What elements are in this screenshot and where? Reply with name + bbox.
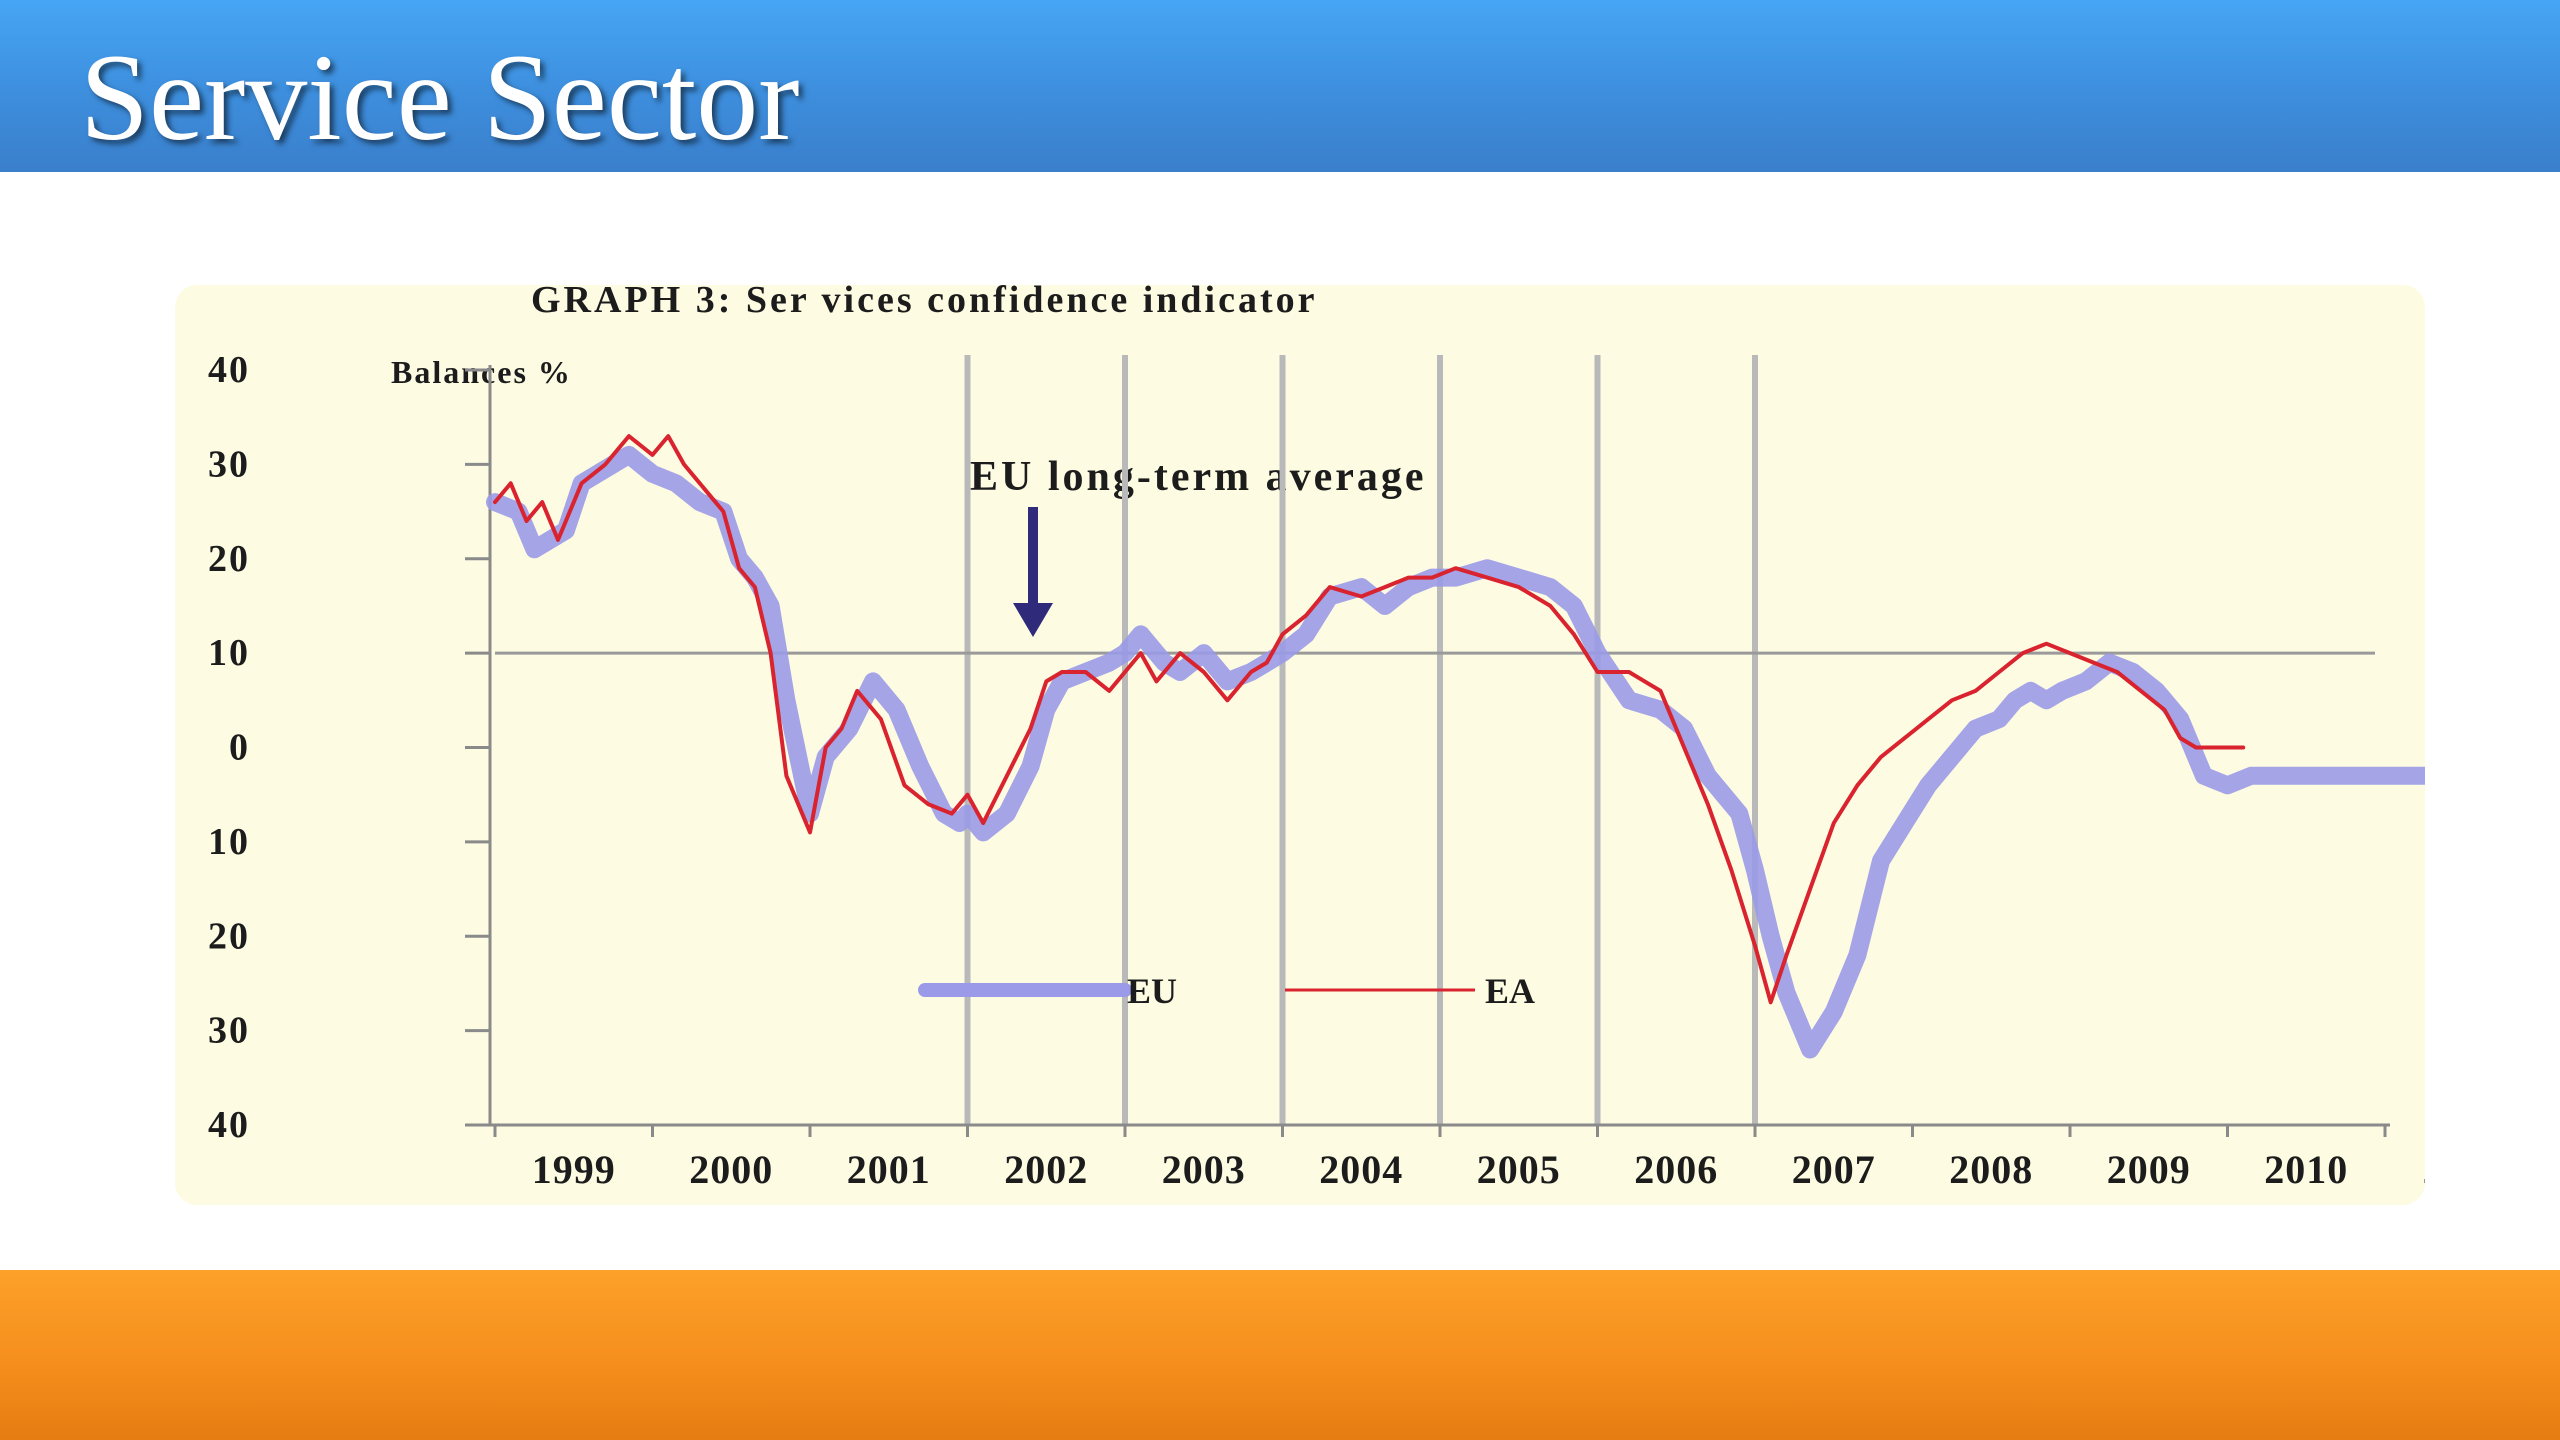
x-tick-label-2004: 2004 bbox=[1319, 1147, 1403, 1192]
annotation-arrow-head bbox=[1013, 603, 1053, 637]
title-bar bbox=[0, 0, 2560, 172]
chart-panel bbox=[175, 285, 2425, 1205]
y-tick-label-8: 40 bbox=[208, 1104, 250, 1146]
x-tick-label-2011: 2011 bbox=[2423, 1147, 2425, 1192]
legend-label-ea: EA bbox=[1485, 971, 1535, 1011]
y-axis-label: Balances % bbox=[391, 354, 572, 390]
x-tick-label-2002: 2002 bbox=[1004, 1147, 1088, 1192]
reference-line-label: EU long-term average bbox=[970, 454, 1427, 500]
x-tick-label-2005: 2005 bbox=[1477, 1147, 1561, 1192]
y-tick-label-1: 30 bbox=[208, 443, 250, 485]
y-tick-label-3: 10 bbox=[208, 632, 250, 674]
y-tick-label-5: 10 bbox=[208, 821, 250, 863]
x-tick-label-2001: 2001 bbox=[847, 1147, 931, 1192]
x-tick-label-2010: 2010 bbox=[2264, 1147, 2348, 1192]
series-line-ea bbox=[493, 434, 2246, 1005]
y-tick-label-6: 20 bbox=[208, 915, 250, 957]
x-tick-label-2000: 2000 bbox=[689, 1147, 773, 1192]
series-line-eu bbox=[486, 445, 2425, 1059]
x-tick-label-2006: 2006 bbox=[1634, 1147, 1718, 1192]
y-tick-label-4: 0 bbox=[229, 727, 250, 769]
legend-label-eu: EU bbox=[1127, 971, 1177, 1011]
slide-title: Service Sector bbox=[80, 29, 800, 166]
chart-title: GRAPH 3: Ser vices confidence indicator bbox=[531, 285, 1317, 321]
x-tick-label-2003: 2003 bbox=[1162, 1147, 1246, 1192]
x-tick-label-2007: 2007 bbox=[1792, 1147, 1876, 1192]
y-tick-label-2: 20 bbox=[208, 538, 250, 580]
x-tick-label-1999: 1999 bbox=[532, 1147, 616, 1192]
x-tick-label-2009: 2009 bbox=[2107, 1147, 2191, 1192]
y-tick-label-0: 40 bbox=[208, 349, 250, 391]
footer-bar bbox=[0, 1270, 2560, 1440]
y-tick-label-7: 30 bbox=[208, 1010, 250, 1052]
services-confidence-chart: GRAPH 3: Ser vices confidence indicator … bbox=[208, 285, 2425, 1192]
x-tick-label-2008: 2008 bbox=[1949, 1147, 2033, 1192]
